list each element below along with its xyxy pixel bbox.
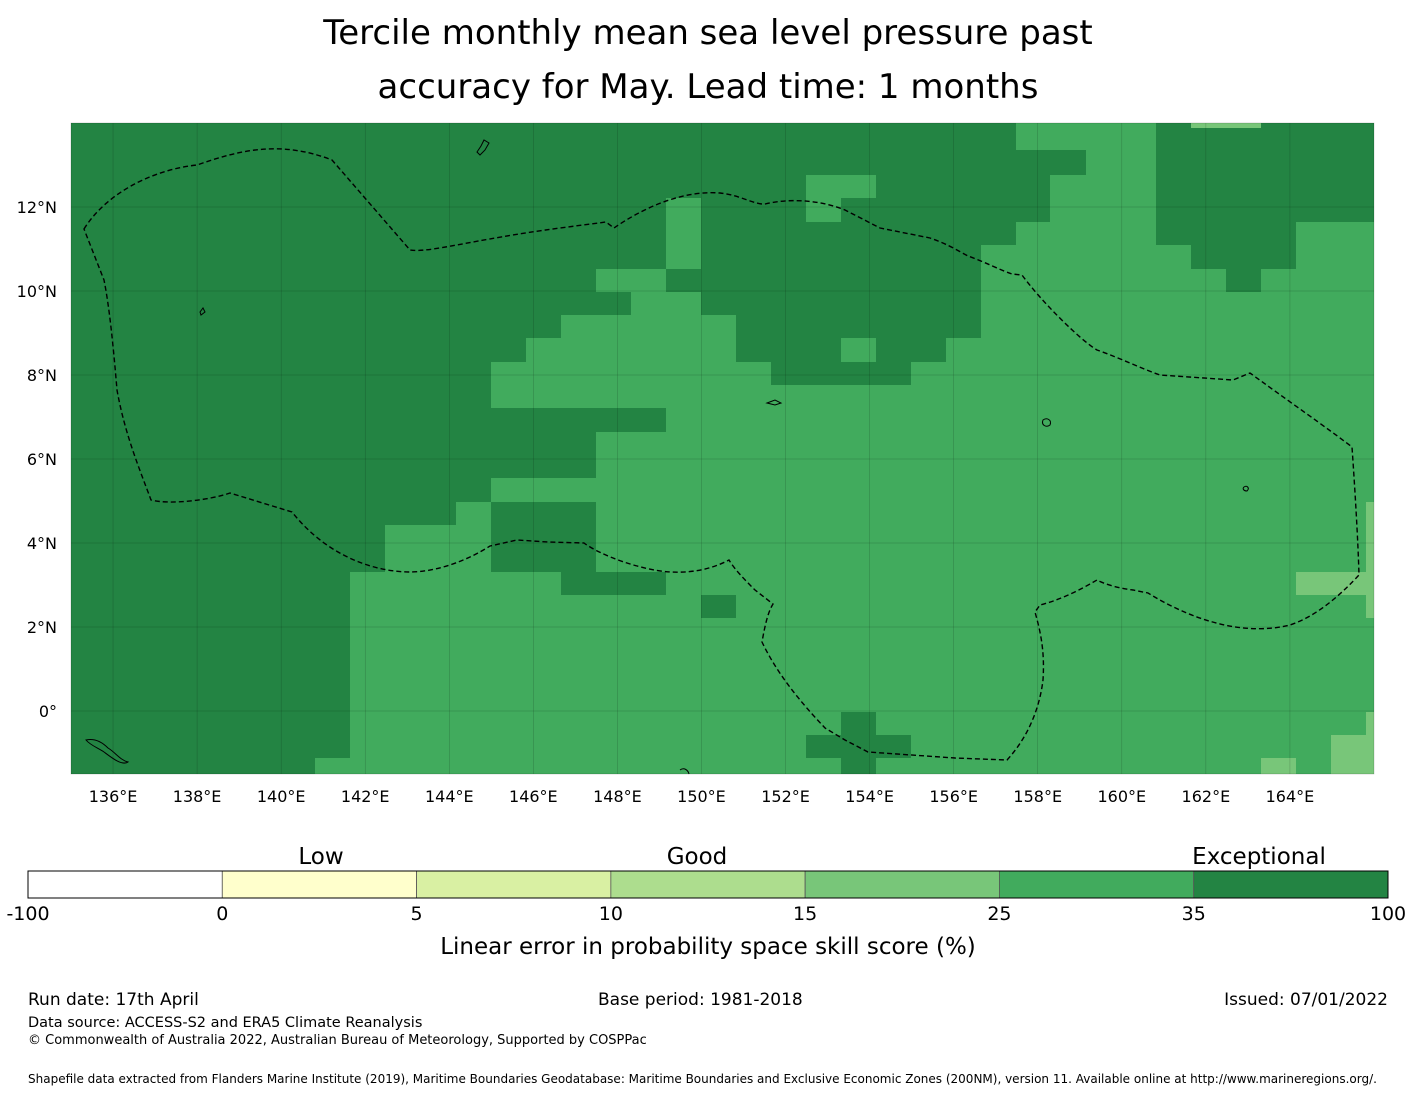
latitude-tick-label: 12°N	[17, 198, 57, 217]
colorbar-tick-label: -100	[6, 903, 49, 925]
issued-date: Issued: 07/01/2022	[1224, 990, 1388, 1010]
exceptional-cell-1	[701, 595, 736, 618]
latitude-tick-label: 0°	[39, 702, 57, 721]
copyright: © Commonwealth of Australia 2022, Austra…	[28, 1033, 647, 1048]
colorbar-swatch	[999, 870, 1195, 899]
longitude-labels: 136°E 138°E 140°E 142°E 144°E 146°E 148°E 150°E…	[89, 787, 1315, 806]
longitude-tick-label: 154°E	[845, 787, 894, 806]
latitude-tick-label: 4°N	[27, 534, 57, 553]
exceptional-region-central	[491, 502, 666, 595]
longitude-tick-label: 144°E	[425, 787, 474, 806]
latitude-tick-label: 6°N	[27, 450, 57, 469]
data-source: Data source: ACCESS-S2 and ERA5 Climate …	[28, 1015, 423, 1031]
colorbar-tick-label: 10	[599, 903, 623, 925]
colorbar-category-label: Exceptional	[1192, 844, 1326, 870]
good-patch-1	[806, 175, 876, 198]
colorbar-outline	[27, 870, 1389, 899]
base-period: Base period: 1981-2018	[598, 990, 803, 1010]
exceptional-region-west	[71, 123, 1086, 774]
island-yap	[199, 307, 206, 316]
mid-region-north-2	[1191, 123, 1261, 128]
longitude-tick-label: 138°E	[173, 787, 222, 806]
longitude-tick-label: 150°E	[677, 787, 726, 806]
latitude-tick-label: 2°N	[27, 618, 57, 637]
longitude-tick-label: 152°E	[761, 787, 810, 806]
high-patch-1	[1296, 572, 1374, 595]
shapefile-credit: Shapefile data extracted from Flanders M…	[28, 1072, 1377, 1086]
colorbar-tick-label: 35	[1182, 903, 1206, 925]
island-kosrae	[1242, 485, 1249, 492]
latitude-labels: 12°N 10°N 8°N 6°N 4°N 2°N 0°	[17, 198, 57, 721]
longitude-tick-label: 164°E	[1266, 787, 1315, 806]
colorbar: Low Good Exceptional -100 0 5 10 15 25 35 100 Lin…	[6, 844, 1406, 960]
title-line-1: Tercile monthly mean sea level pressure …	[323, 13, 1093, 53]
run-date: Run date: 17th April	[28, 990, 199, 1010]
title-line-2: accuracy for May. Lead time: 1 months	[377, 67, 1039, 107]
colorbar-swatch	[27, 870, 223, 899]
longitude-tick-label: 148°E	[593, 787, 642, 806]
good-patch-4	[666, 198, 701, 269]
colorbar-tick-label: 5	[411, 903, 423, 925]
high-patch-4	[1261, 758, 1296, 774]
colorbar-swatch	[1193, 870, 1389, 899]
colorbar-tick-label: 100	[1370, 903, 1406, 925]
good-patch-5	[596, 269, 631, 292]
colorbar-tick-label: 15	[793, 903, 817, 925]
exceptional-cell-3	[841, 712, 876, 774]
colorbar-swatch	[804, 870, 1000, 899]
colorbar-swatch	[221, 870, 417, 899]
longitude-tick-label: 158°E	[1013, 787, 1062, 806]
good-patch-2	[806, 198, 841, 222]
coastlines	[85, 139, 1249, 775]
colorbar-tick-label: 25	[987, 903, 1011, 925]
eez-boundary-west	[83, 148, 1360, 761]
good-patch-3	[841, 338, 876, 362]
high-patch-3	[1331, 735, 1374, 774]
longitude-tick-label: 140°E	[257, 787, 306, 806]
longitude-tick-label: 160°E	[1097, 787, 1146, 806]
colorbar-category-labels: Low Good Exceptional	[298, 844, 1325, 870]
mid-region-north	[1086, 123, 1156, 175]
island-pohnpei	[765, 399, 783, 406]
map-frame	[70, 122, 1375, 775]
latitude-tick-label: 10°N	[17, 282, 57, 301]
skill-field	[71, 123, 1374, 774]
island-manus-east	[679, 768, 690, 775]
colorbar-swatch	[416, 870, 612, 899]
colorbar-category-label: Good	[667, 844, 728, 870]
graticule	[71, 123, 1374, 774]
high-patch-5	[1366, 712, 1374, 735]
longitude-tick-label: 146°E	[509, 787, 558, 806]
eez-boundary	[83, 148, 1360, 761]
good-patch-6	[491, 362, 596, 385]
longitude-tick-label: 162°E	[1182, 787, 1231, 806]
longitude-tick-label: 142°E	[341, 787, 390, 806]
chart-title: Tercile monthly mean sea level pressure …	[0, 6, 1416, 114]
colorbar-swatch	[610, 870, 806, 899]
colorbar-tick-labels: -100 0 5 10 15 25 35 100	[6, 903, 1406, 925]
colorbar-tick-label: 0	[216, 903, 228, 925]
colorbar-boxes	[27, 870, 1389, 899]
skill-score-map: 136°E 138°E 140°E 142°E 144°E 146°E 148°E 150°E…	[17, 122, 1375, 806]
high-patch-2	[1366, 502, 1374, 618]
longitude-tick-label: 136°E	[89, 787, 138, 806]
island-png-north	[85, 739, 130, 764]
exceptional-region-north-east	[1156, 123, 1374, 292]
colorbar-label: Linear error in probability space skill …	[440, 934, 976, 960]
latitude-tick-label: 8°N	[27, 366, 57, 385]
good-patch-7	[526, 338, 596, 362]
good-patch-8	[561, 315, 596, 338]
colorbar-category-label: Low	[298, 844, 343, 870]
longitude-tick-label: 156°E	[929, 787, 978, 806]
guam-coastline	[476, 139, 490, 156]
island-chuuk	[1042, 418, 1051, 427]
